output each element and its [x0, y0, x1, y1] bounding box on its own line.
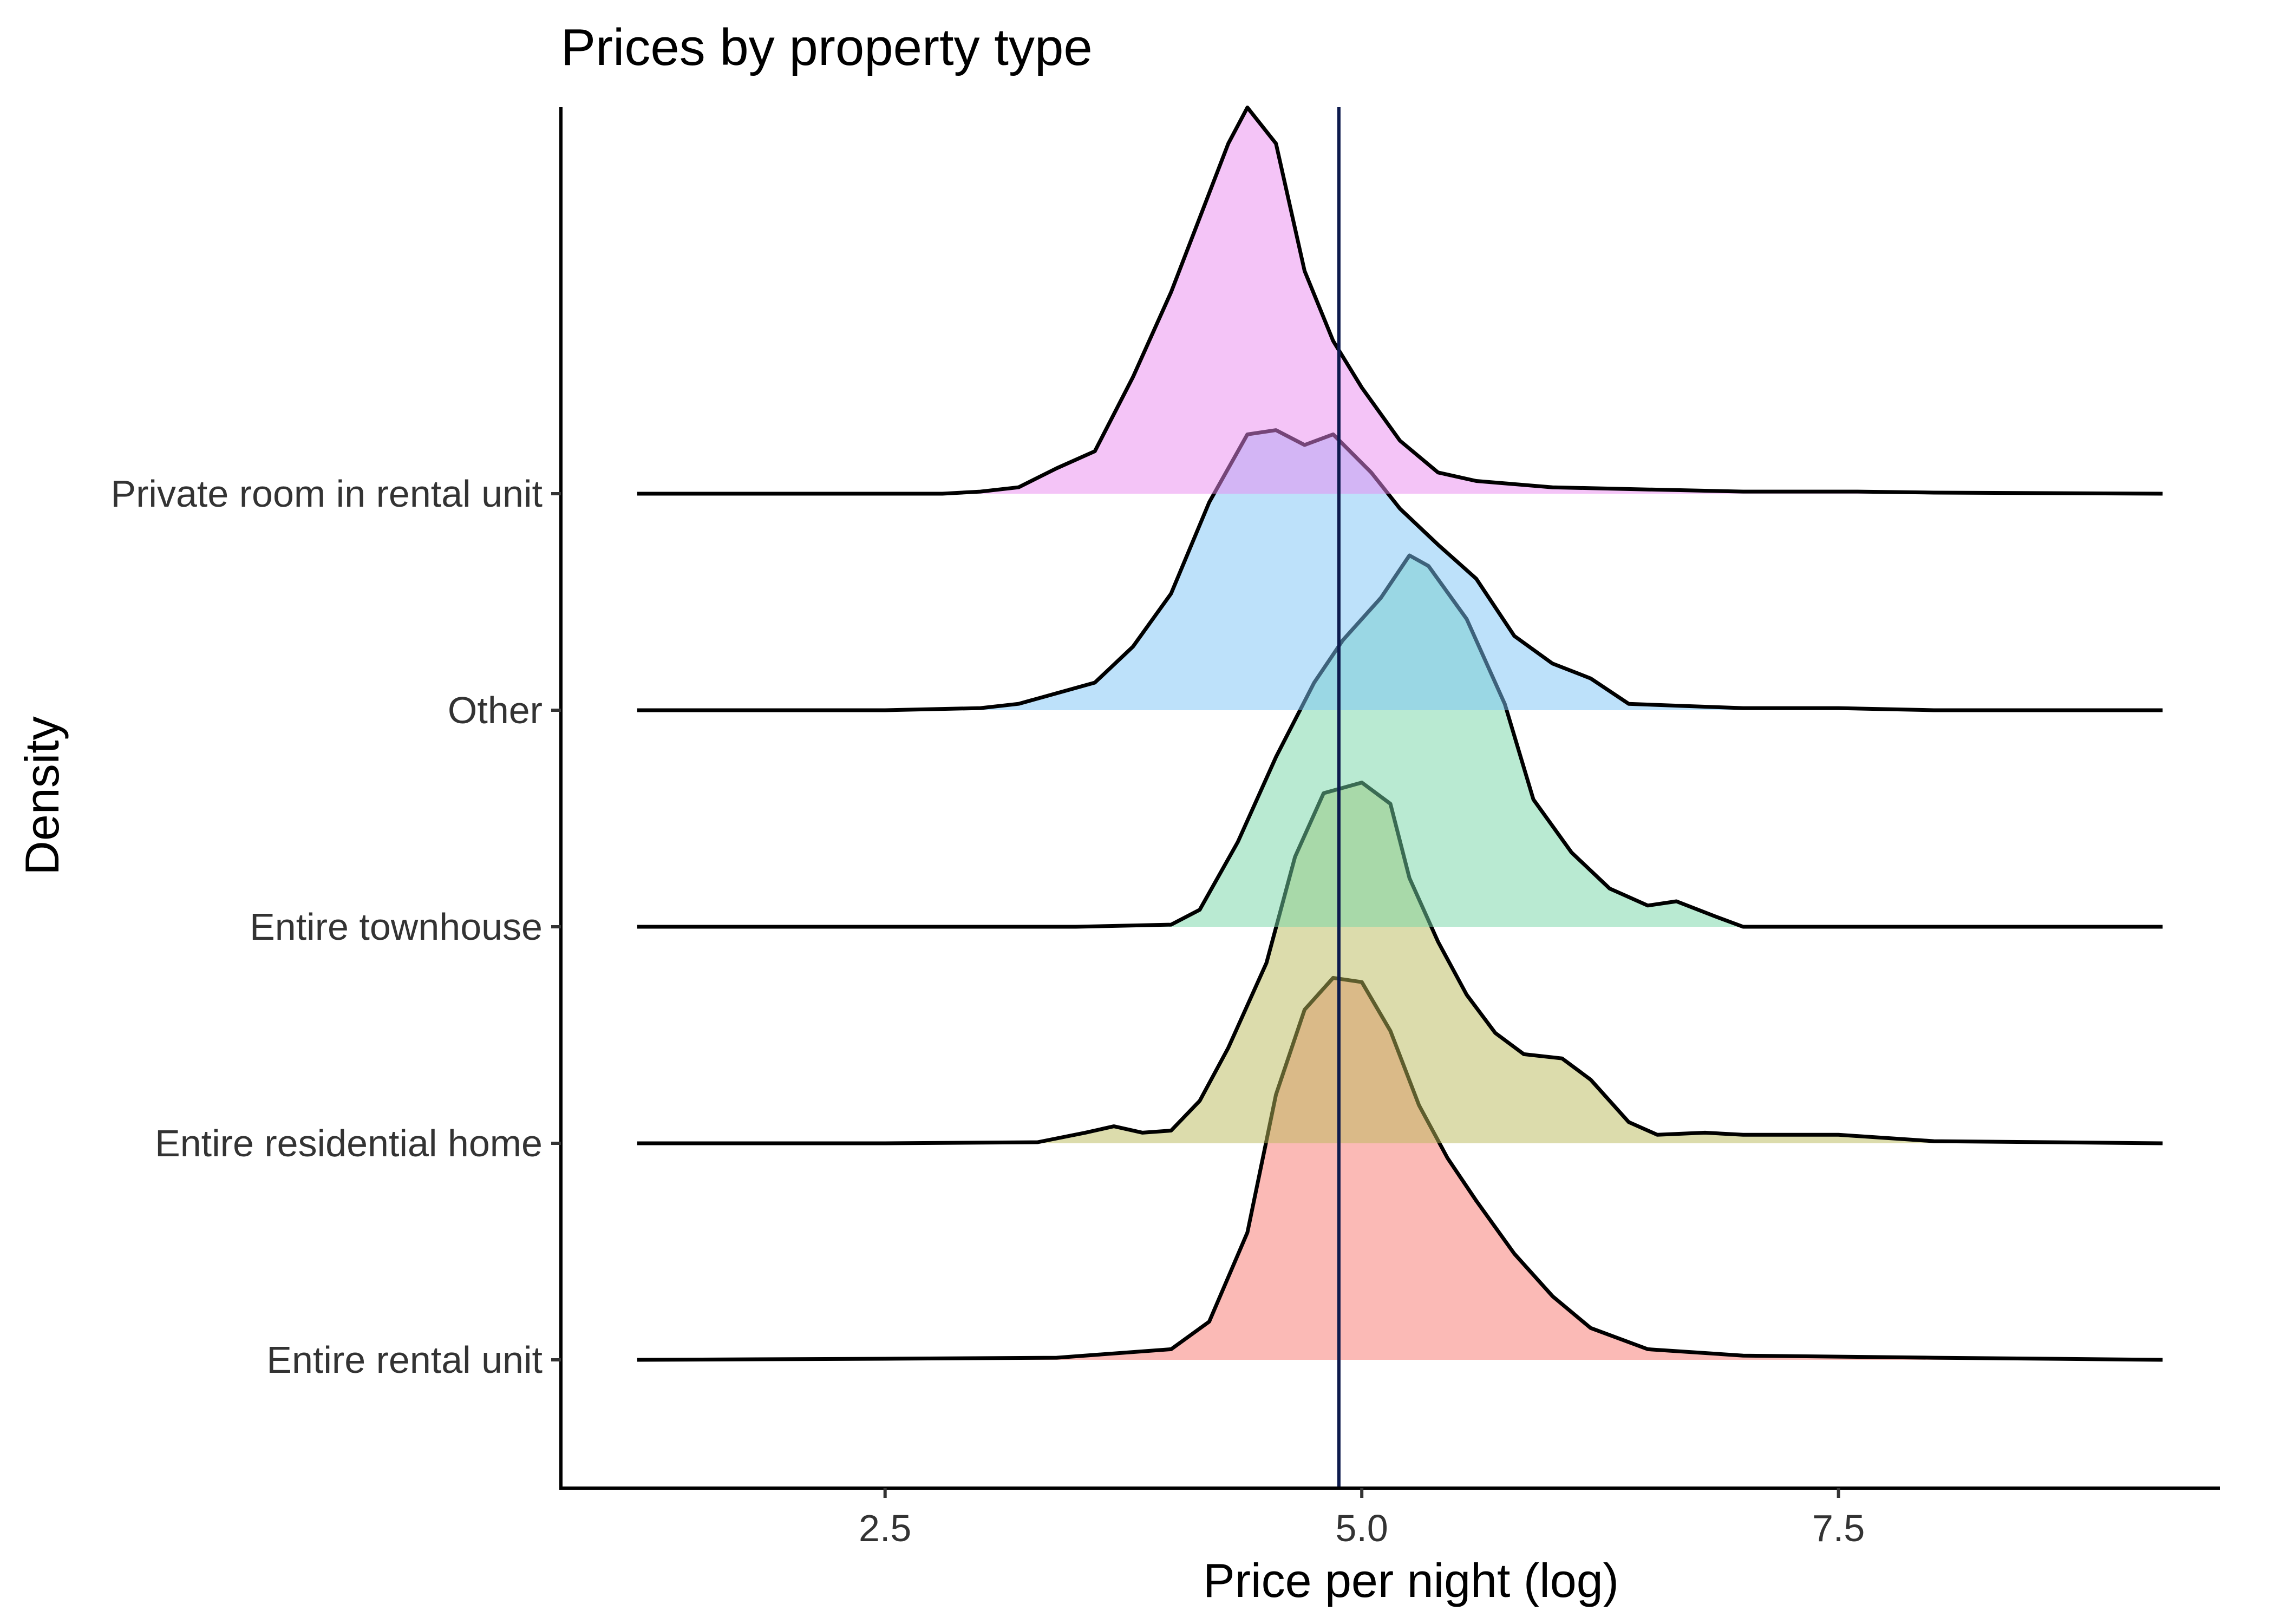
y-tick-label: Entire residential home: [155, 1122, 543, 1164]
chart-title: Prices by property type: [561, 18, 1093, 76]
ridge-outline: [637, 106, 2163, 496]
x-tick-label: 2.5: [859, 1507, 911, 1549]
x-axis-title: Price per night (log): [1203, 1554, 1619, 1607]
x-axis-ticks: 2.5 5.0 7.5: [859, 1488, 1865, 1549]
ridge-area: [637, 107, 2163, 494]
ridge-area: [637, 782, 2163, 1143]
ridges-group: [637, 106, 2163, 1362]
y-tick-label: Private room in rental unit: [110, 473, 543, 515]
ridge-area: [637, 978, 2163, 1360]
ridge-area: [637, 430, 2163, 710]
ridge-area: [637, 555, 2163, 927]
x-tick-label: 5.0: [1336, 1507, 1388, 1549]
y-tick-label: Entire townhouse: [250, 906, 543, 948]
y-tick-label: Other: [448, 689, 543, 731]
y-axis-ticks: Entire rental unit Entire residential hom…: [110, 473, 561, 1381]
y-tick-label: Entire rental unit: [266, 1339, 543, 1381]
x-tick-label: 7.5: [1812, 1507, 1865, 1549]
ridge-private-room-in-rental-unit: [637, 106, 2163, 496]
y-axis-title: Density: [15, 716, 69, 875]
